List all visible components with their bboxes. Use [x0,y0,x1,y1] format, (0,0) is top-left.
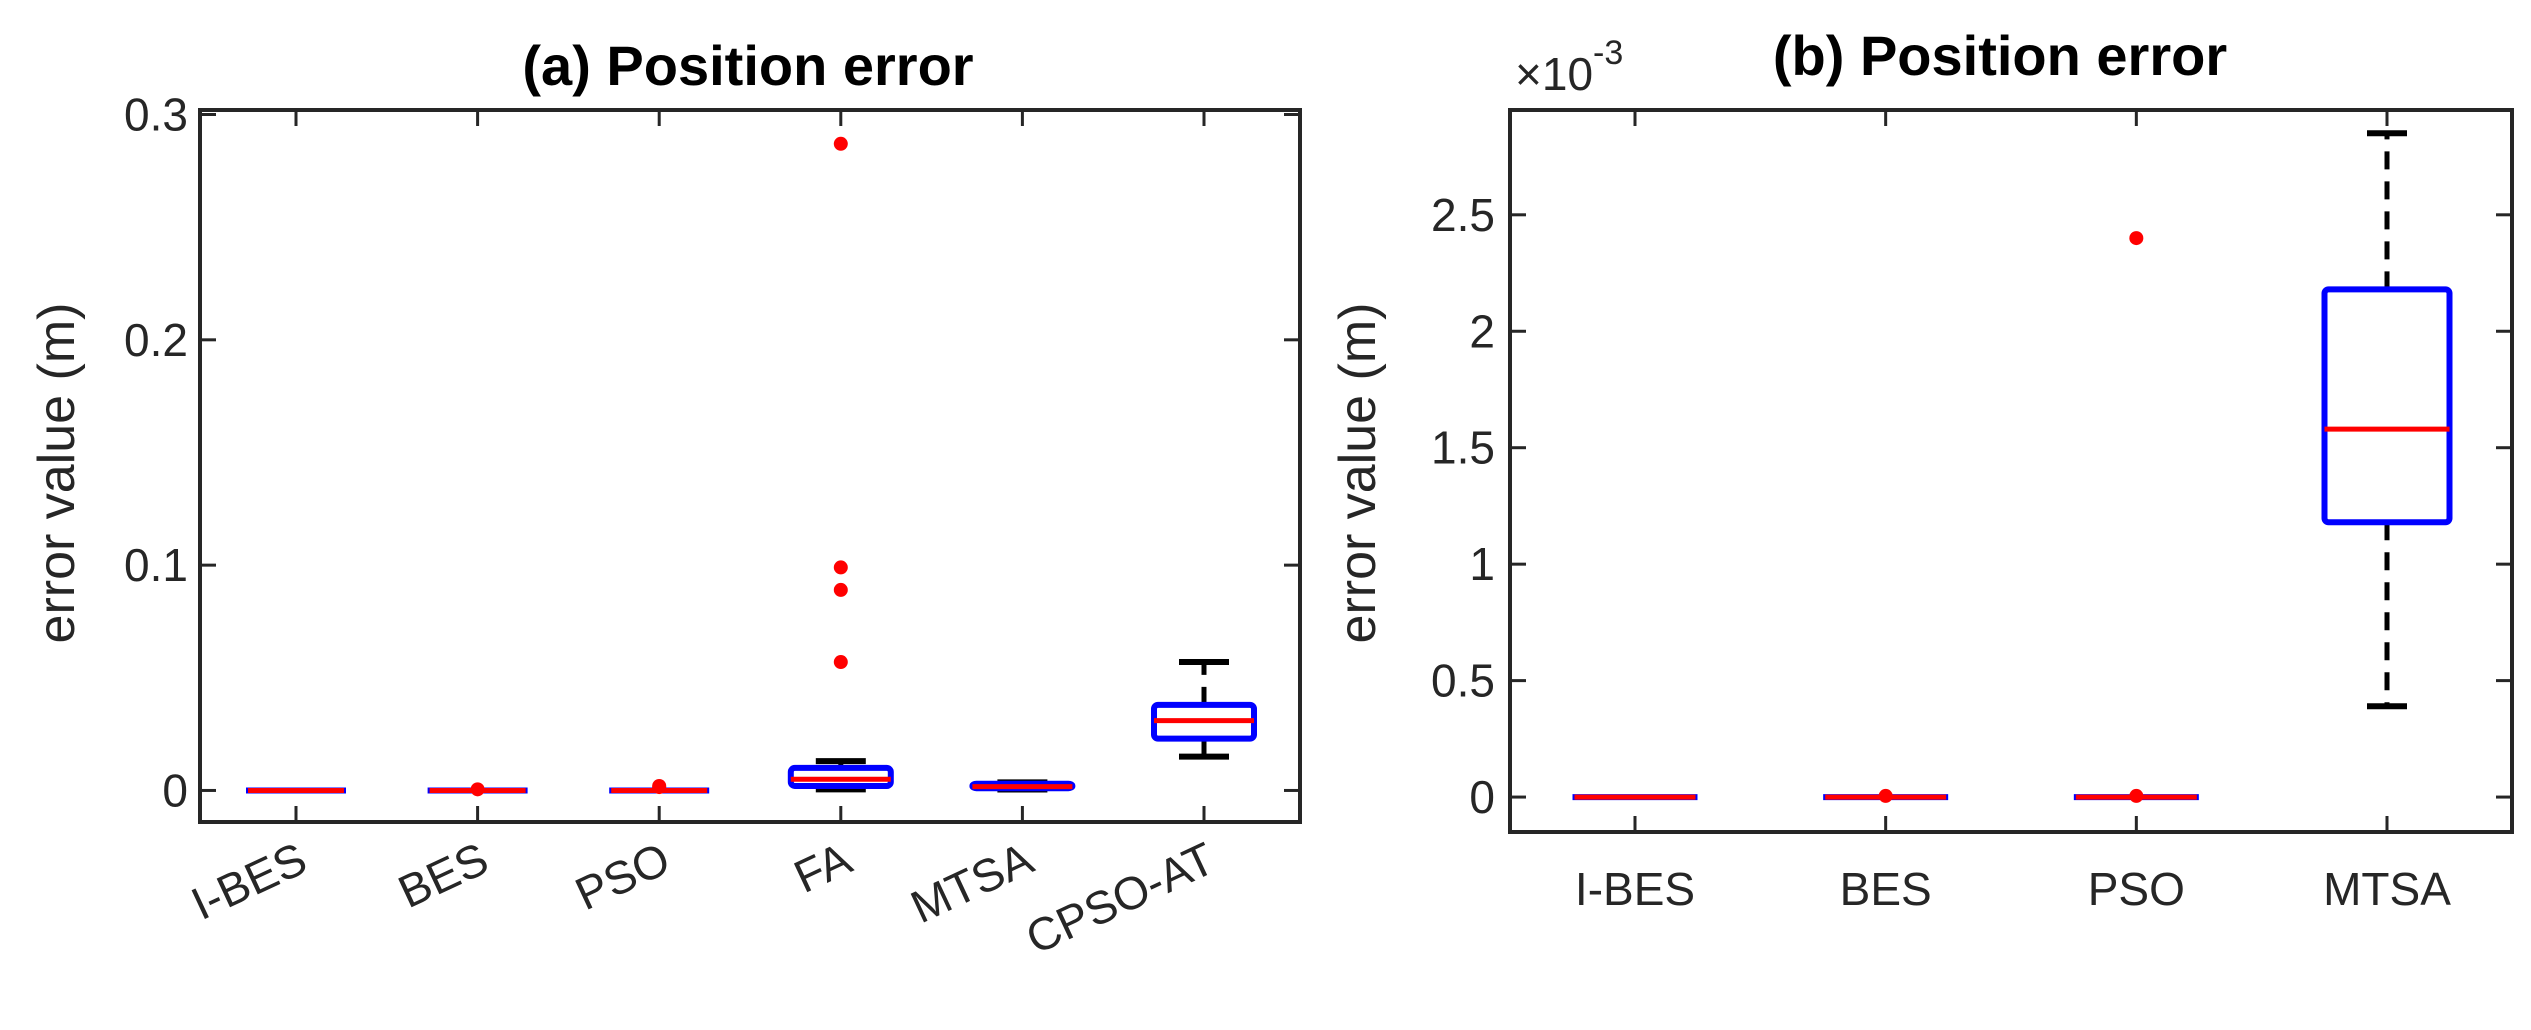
panel-b-chart: (b) Position error ×10-3 error value (m)… [1329,24,2514,915]
panel-a-xtick-label: FA [786,832,859,903]
panel-b-box-mtsa [2321,130,2453,710]
outlier-point [2129,231,2144,246]
panel-a-title: (a) Position error [522,34,973,97]
panel-a-xtick-label: CPSO-AT [1018,832,1222,964]
panel-a-ylabel: error value (m) [28,303,86,644]
panel-a-chart: (a) Position error error value (m) 0 0.1 0… [28,34,1302,964]
panel-b-xtick-label: I-BES [1575,863,1695,915]
panel-a-xtick-label: PSO [567,832,677,920]
panel-a-box-mtsa [969,779,1076,793]
outlier-point [1878,788,1893,803]
panel-a-ytick-label: 0.3 [124,89,188,141]
panel-b-ytick-label: 1.5 [1431,422,1495,474]
panel-a-box-bes [427,782,528,797]
outlier-point [2129,788,2144,803]
panel-b-ytick-label: 0 [1469,771,1495,823]
outlier-point [652,778,667,793]
panel-b-box-bes [1823,788,1949,803]
panel-b-ylabel: error value (m) [1329,303,1387,644]
panel-b-exponent-power: -3 [1593,34,1623,72]
panel-a-axes-box [198,108,1302,824]
panel-b-ytick-label: 0.5 [1431,655,1495,707]
panel-b-exponent-base: ×10 [1515,48,1593,100]
panel-b-xtick-label: PSO [2088,863,2185,915]
panel-a-xtick-label: I-BES [183,832,314,930]
outlier-point [833,560,848,575]
outlier-point [470,782,485,797]
panel-b-xtick-label: BES [1840,863,1932,915]
outlier-point [833,655,848,670]
panel-a-box-cpso-at [1151,659,1257,760]
panel-b-axes-box [1508,108,2514,834]
panel-b-xtick-label: MTSA [2323,863,2451,915]
panel-a-ytick-label: 0.1 [124,539,188,591]
panel-b-ytick-label: 1 [1469,538,1495,590]
panel-a-ytick-label: 0.2 [124,314,188,366]
panel-b-ytick-label: 2 [1469,305,1495,357]
panel-b-title: (b) Position error [1773,24,2227,87]
panel-a-ytick-label: 0 [162,764,188,816]
panel-a-box-pso [609,778,710,795]
panel-b-exponent-label: ×10-3 [1515,34,1623,100]
outlier-point [833,136,848,151]
panel-b-ytick-label: 2.5 [1431,189,1495,241]
outlier-point [833,582,848,597]
box-body [2321,286,2453,526]
panel-b-box-pso [2073,231,2199,803]
panel-a-xtick-label: BES [390,832,495,918]
panel-a-box-fa [787,136,894,793]
